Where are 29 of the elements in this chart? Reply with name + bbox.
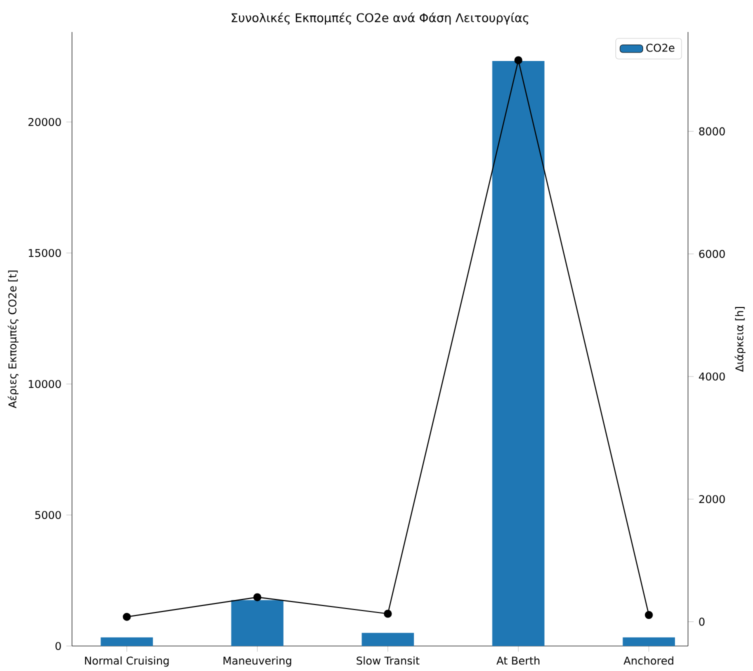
y2-tick-label: 4000 [698,372,725,380]
point [384,610,392,618]
bar [492,60,544,646]
y-tick-label: 0 [56,642,61,650]
x-tick-label: Normal Cruising [85,656,169,667]
x-tick-label: Maneuvering [224,656,292,667]
point [644,610,653,619]
legend-label: CO2e [646,44,674,52]
bar [622,637,675,646]
point [122,612,131,621]
y-axis-title: Αέριες Εκπομπές CO2e [t] [8,270,19,408]
y-tick-label: 10000 [28,380,61,388]
point [514,56,522,64]
y2-tick-label: 2000 [699,495,725,504]
bar [362,632,414,646]
x-tick-label: Anchored [624,656,674,665]
x-tick-label: Slow Transit [356,656,420,665]
y-tick-label: 15000 [28,248,61,257]
point [253,593,262,602]
y2-tick-label: 8000 [699,127,725,136]
y2-axis-title: Διάρκεια [h] [734,306,746,372]
y-tick-label: 5000 [35,510,61,519]
bar [100,637,153,646]
y2-tick-label: 6000 [699,250,725,258]
chart-title: Συνολικές Εκπομπές CO2e ανά Φάση Λειτουργίας [232,12,528,25]
bar [231,600,284,646]
y2-tick-label: 0 [699,618,704,626]
x-tick-label: At Berth [496,656,540,665]
y-tick-label: 20000 [28,118,61,126]
